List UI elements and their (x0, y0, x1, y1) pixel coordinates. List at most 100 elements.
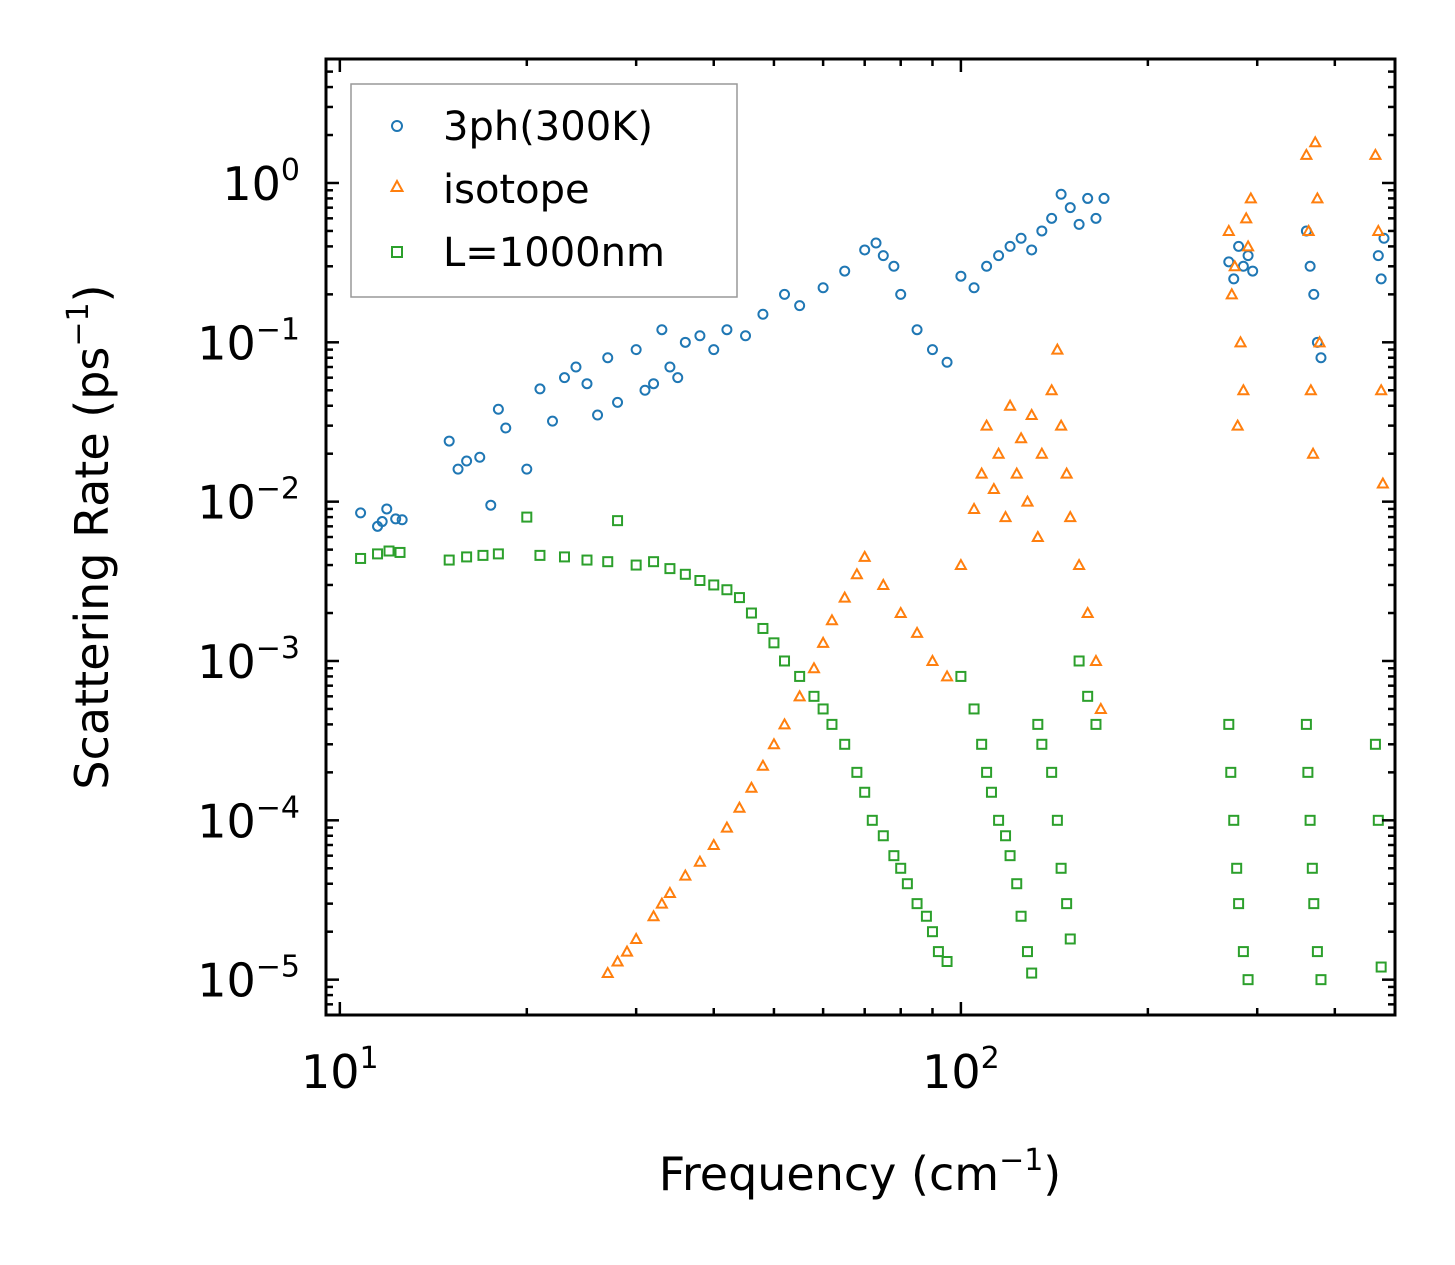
data-point (911, 898, 923, 910)
data-point (1306, 446, 1320, 459)
data-point (1090, 718, 1102, 730)
data-point (678, 868, 693, 881)
data-point (443, 554, 455, 566)
data-point (968, 282, 980, 294)
data-point (521, 511, 533, 523)
y-axis-label-text: Scattering Rate (ps (65, 347, 119, 790)
data-point (859, 786, 871, 798)
data-point (1378, 232, 1390, 244)
y-tick-label: 10−5 (197, 950, 300, 1008)
data-point (954, 557, 968, 571)
data-point (981, 766, 993, 778)
data-point (981, 260, 993, 272)
data-point (708, 579, 720, 591)
data-point (1080, 605, 1095, 619)
data-point (1020, 494, 1035, 507)
data-point (534, 383, 546, 395)
data-point (461, 551, 473, 563)
data-point (857, 549, 872, 562)
data-point (443, 435, 455, 447)
data-point (1015, 232, 1027, 244)
data-point (646, 909, 661, 922)
data-point (979, 418, 994, 431)
data-point (1244, 191, 1258, 204)
data-point (794, 670, 806, 682)
data-point (708, 344, 720, 356)
data-point (745, 607, 757, 619)
data-point (1044, 383, 1059, 396)
data-point (601, 965, 615, 979)
data-point (485, 499, 497, 511)
data-point (1063, 510, 1077, 523)
legend-marker-3ph (391, 120, 403, 132)
data-point (1369, 738, 1381, 750)
data-point (1090, 212, 1102, 224)
data-point (1228, 814, 1240, 826)
data-point (581, 378, 593, 390)
data-point (1315, 352, 1327, 364)
data-point (779, 288, 791, 300)
x-axis-label-sup: −1 (999, 1143, 1043, 1178)
data-point (558, 372, 570, 384)
data-point (1241, 239, 1255, 252)
data-point (720, 820, 734, 833)
data-point (381, 503, 393, 515)
data-point (612, 515, 624, 527)
data-point (926, 926, 938, 938)
data-point (888, 260, 900, 272)
y-tick-label: 100 (222, 153, 300, 211)
data-points (355, 135, 1390, 986)
data-point (648, 556, 660, 568)
data-point (998, 510, 1013, 523)
data-point (694, 330, 706, 342)
data-point (1014, 431, 1028, 444)
data-point (968, 703, 980, 715)
data-point (1051, 814, 1063, 826)
data-point (672, 372, 684, 384)
data-point (993, 250, 1005, 262)
data-point (547, 415, 559, 427)
data-point (1242, 974, 1254, 986)
data-point (976, 738, 988, 750)
data-point (394, 546, 406, 558)
data-point (461, 455, 473, 467)
data-point (620, 944, 634, 957)
data-point (941, 955, 953, 967)
data-point (941, 356, 953, 368)
data-point (838, 590, 852, 603)
data-point (866, 814, 878, 826)
legend-marker-l1000nm (391, 246, 403, 258)
data-point (894, 605, 908, 619)
data-point (581, 554, 593, 566)
data-point (1237, 260, 1249, 272)
data-point (1059, 466, 1074, 479)
data-point (521, 463, 533, 475)
legend-label-3ph: 3ph(300K) (443, 104, 653, 150)
data-point (925, 653, 940, 666)
x-axis-label: Frequency (cm−1) (659, 1143, 1062, 1201)
data-point (1000, 830, 1012, 842)
data-point (920, 910, 932, 922)
legend-marker-isotope (389, 178, 405, 192)
data-point (794, 300, 806, 312)
data-point (1308, 898, 1320, 910)
data-point (376, 516, 388, 528)
y-axis-label-sup: −1 (61, 302, 96, 346)
data-point (877, 830, 889, 842)
data-point (1308, 135, 1322, 148)
data-point (1011, 878, 1023, 890)
data-point (1233, 335, 1248, 348)
data-point (851, 766, 863, 778)
data-point (991, 446, 1006, 459)
data-point (808, 690, 820, 702)
data-point (630, 559, 642, 571)
data-point (664, 361, 676, 373)
data-point (1225, 287, 1239, 300)
data-point (1010, 466, 1024, 479)
data-point (1046, 766, 1058, 778)
data-point (1376, 476, 1390, 489)
svg-text:Frequency (cm−1): Frequency (cm−1) (659, 1143, 1062, 1201)
data-point (664, 563, 676, 575)
data-point (756, 758, 770, 771)
data-point (1036, 738, 1048, 750)
